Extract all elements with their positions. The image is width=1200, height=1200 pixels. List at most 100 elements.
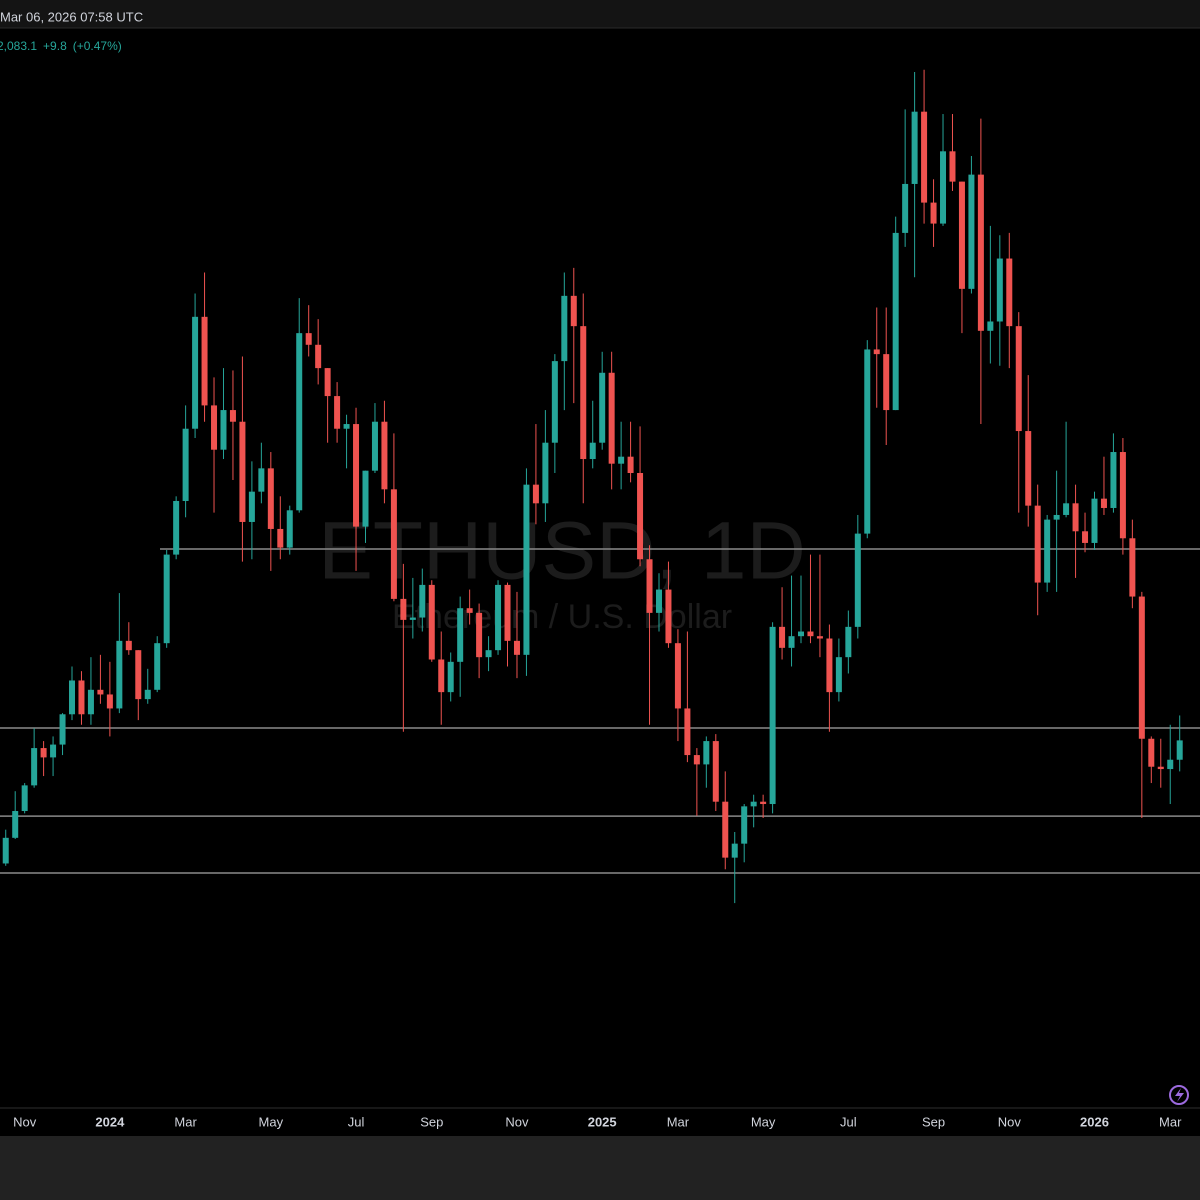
candle-body xyxy=(949,151,956,182)
x-tick-label: Nov xyxy=(998,1114,1022,1129)
candle-body xyxy=(760,801,767,805)
watermark-title: ETHUSD, 1D xyxy=(318,506,806,597)
candle-body xyxy=(864,349,871,534)
x-tick-label: Jul xyxy=(348,1114,365,1129)
candle-body xyxy=(1176,740,1183,760)
candle-body xyxy=(192,316,199,429)
candle-body xyxy=(78,680,85,715)
candle-body xyxy=(50,744,57,758)
x-tick-label: Jul xyxy=(840,1114,857,1129)
x-tick-label: Nov xyxy=(13,1114,37,1129)
candle-body xyxy=(684,708,691,756)
candle-body xyxy=(154,643,161,690)
x-tick-label: 2025 xyxy=(588,1114,617,1129)
candles xyxy=(2,69,1183,904)
candle-body xyxy=(1129,538,1136,597)
x-tick-label: Mar xyxy=(174,1114,197,1129)
candle-body xyxy=(286,510,293,548)
candle-body xyxy=(1119,452,1126,539)
candle-body xyxy=(958,181,965,289)
candle-body xyxy=(589,442,596,460)
x-tick-label: 2024 xyxy=(95,1114,125,1129)
change-pct: (+0.47%) xyxy=(73,39,122,53)
candle-body xyxy=(239,421,246,522)
candle-body xyxy=(769,626,776,805)
candle-body xyxy=(703,741,710,765)
candle-body xyxy=(466,608,473,613)
candle-body xyxy=(1082,531,1089,543)
watermark-subtitle: Ethereum / U.S. Dollar xyxy=(392,598,732,636)
last-price: 2,083.1 xyxy=(0,39,37,53)
candle-body xyxy=(712,741,719,802)
assistant-icon[interactable] xyxy=(1169,1085,1189,1105)
candle-body xyxy=(116,640,123,709)
candle-body xyxy=(570,295,577,327)
candle-body xyxy=(390,489,397,599)
candle-body xyxy=(807,631,814,637)
x-tick-label: 2026 xyxy=(1080,1114,1109,1129)
candle-body xyxy=(163,554,170,644)
candle-body xyxy=(144,689,151,700)
candle-body xyxy=(334,396,341,429)
candle-body xyxy=(750,801,757,807)
candle-body xyxy=(447,661,454,693)
x-tick-label: May xyxy=(259,1114,284,1129)
candle-body xyxy=(476,612,483,658)
levels xyxy=(0,548,1200,874)
candle-body xyxy=(996,258,1003,322)
candle-body xyxy=(381,421,388,490)
candle-body xyxy=(854,533,861,627)
candle-body xyxy=(580,326,587,460)
candle-body xyxy=(428,584,435,660)
candle-body xyxy=(362,470,369,527)
candle-body xyxy=(40,748,47,758)
candle-body xyxy=(353,424,360,527)
candle-body xyxy=(2,837,9,864)
candle-body xyxy=(542,442,549,504)
x-axis: Nov 2024 Mar May Jul Sep Nov 2025 Mar May Jul Sep No… xyxy=(13,1114,1182,1129)
candle-body xyxy=(968,174,975,289)
candle-body xyxy=(106,694,113,709)
bottom-bar xyxy=(0,1136,1200,1200)
candle-body xyxy=(248,491,255,522)
candle-body xyxy=(741,806,748,844)
candle-body xyxy=(655,589,662,613)
candle-body xyxy=(343,424,350,429)
candle-body xyxy=(977,174,984,331)
candle-body xyxy=(665,589,672,644)
candle-body xyxy=(1091,498,1098,543)
candle-body xyxy=(419,584,426,618)
candle-body xyxy=(779,626,786,648)
candle-body xyxy=(523,484,530,655)
candle-body xyxy=(637,473,644,560)
candle-body xyxy=(1025,431,1032,506)
candle-body xyxy=(845,626,852,658)
candle-body xyxy=(798,631,805,637)
candle-body xyxy=(883,354,890,411)
candle-body xyxy=(1100,498,1107,508)
candle-body xyxy=(400,598,407,620)
candle-body xyxy=(1072,503,1079,532)
candle-body xyxy=(182,428,189,501)
candle-body xyxy=(31,748,38,786)
candle-body xyxy=(532,484,539,504)
candle-body xyxy=(722,801,729,858)
candle-body xyxy=(599,372,606,443)
candle-body xyxy=(504,584,511,641)
candle-body xyxy=(324,368,331,397)
candle-body xyxy=(873,349,880,355)
candle-body xyxy=(987,321,994,331)
x-tick-label: Sep xyxy=(420,1114,443,1129)
candle-body xyxy=(457,608,464,662)
candle-body xyxy=(201,316,208,406)
candle-body xyxy=(1157,766,1164,770)
candle-body xyxy=(495,584,502,651)
candle-body xyxy=(485,650,492,658)
candle-body xyxy=(277,528,284,548)
candle-body xyxy=(618,456,625,464)
candle-body xyxy=(693,755,700,765)
candle-body xyxy=(627,456,634,474)
candle-body xyxy=(125,640,132,651)
